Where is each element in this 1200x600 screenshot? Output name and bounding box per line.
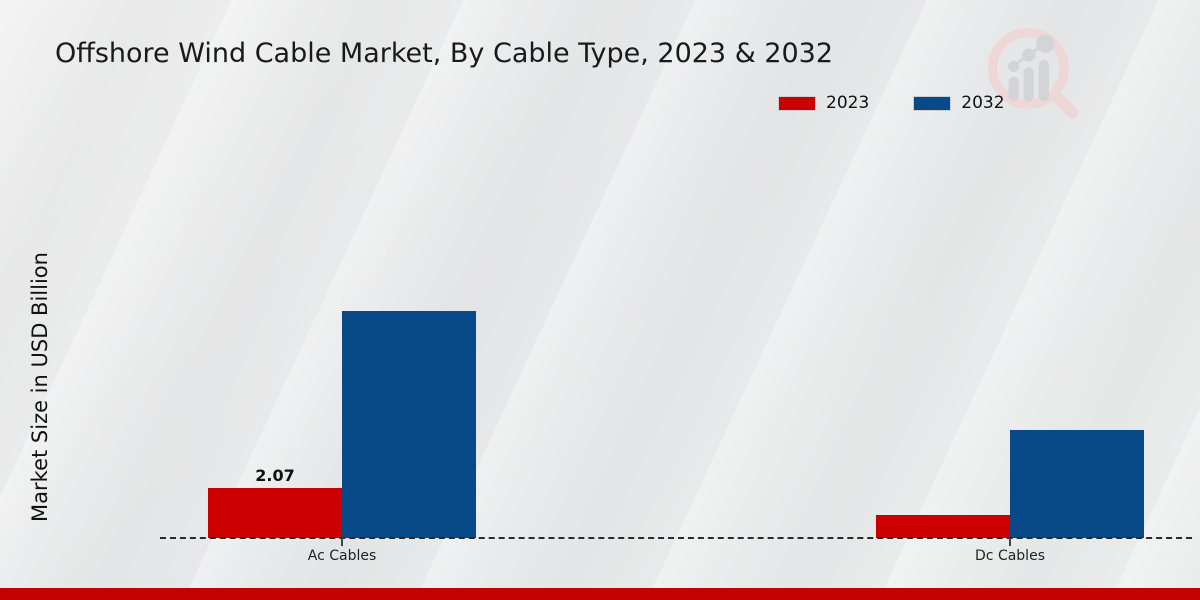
magnifier-ring: [987, 27, 1069, 109]
footer-red-strip: [0, 588, 1200, 600]
chart-title: Offshore Wind Cable Market, By Cable Typ…: [55, 38, 834, 69]
bar-value-label-2023-ac-cables: 2.07: [255, 466, 295, 485]
legend-swatch-2032: [913, 95, 952, 111]
legend-label-2032: 2032: [961, 93, 1005, 113]
legend: 2023 2032: [778, 93, 1005, 113]
x-axis-baseline: [160, 537, 1192, 539]
logo-trend-dots: [1008, 34, 1055, 73]
legend-label-2023: 2023: [826, 93, 870, 113]
plot-area: 2.07 Ac Cables Dc Cables: [160, 240, 1192, 564]
x-axis-tick-dc-cables: [1009, 538, 1011, 546]
bar-2032-dc-cables: [1010, 430, 1144, 538]
y-axis-label: Market Size in USD Billion: [28, 252, 52, 522]
legend-item-2023: 2023: [778, 93, 869, 113]
bar-2023-dc-cables: [876, 515, 1010, 538]
logo-bars: [1008, 59, 1049, 102]
magnifier-handle: [1048, 88, 1079, 119]
bar-2032-ac-cables: [342, 311, 476, 538]
magnifier-bar-chart-logo-icon: [987, 27, 1079, 119]
bar-2023-ac-cables: 2.07: [208, 466, 342, 538]
bar-group-dc-cables: [876, 430, 1144, 538]
bar-group-ac-cables: 2.07: [208, 311, 476, 538]
category-label-ac-cables: Ac Cables: [307, 548, 377, 564]
legend-item-2032: 2032: [913, 93, 1005, 113]
legend-swatch-2023: [778, 95, 816, 111]
category-label-dc-cables: Dc Cables: [975, 548, 1045, 564]
x-axis-tick-ac-cables: [341, 538, 343, 546]
